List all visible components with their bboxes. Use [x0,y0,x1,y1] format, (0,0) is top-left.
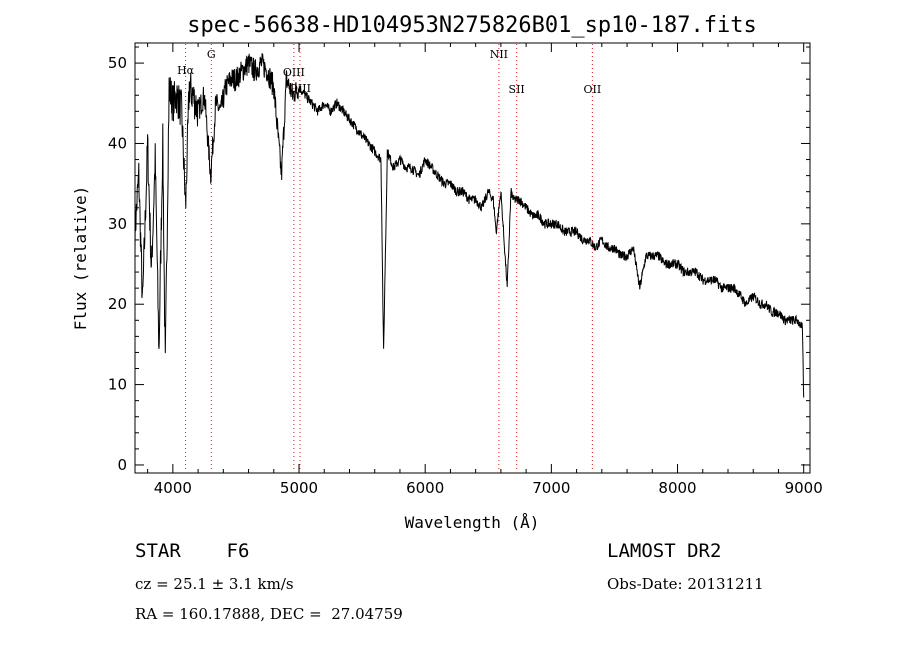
y-axis-label: Flux (relative) [71,186,90,331]
spectral-line-label: Hα [177,64,195,77]
chart-title: spec-56638-HD104953N275826B01_sp10-187.f… [187,13,757,38]
y-tick-label: 50 [108,54,127,72]
y-tick-label: 10 [108,376,127,394]
x-axis-label: Wavelength (Å) [405,513,540,532]
x-tick-label: 5000 [280,479,318,497]
survey-name: LAMOST DR2 [607,540,722,562]
y-tick-label: 40 [108,134,127,152]
observation-date: Obs-Date: 20131211 [607,575,764,593]
x-tick-label: 6000 [406,479,444,497]
y-tick-label: 30 [108,215,127,233]
spectrum-line [134,53,805,398]
axis-ticks: 4000 5000 6000 7000 8000 9000 0 10 20 30 40 50 [108,43,823,497]
spectral-line-label: OII [584,83,602,96]
coordinates: RA = 160.17888, DEC = 27.04759 [135,605,403,623]
y-tick-label: 0 [117,456,127,474]
x-tick-label: 9000 [785,479,823,497]
object-class: STAR F6 [135,540,250,562]
x-tick-label: 7000 [532,479,570,497]
redshift-velocity: cz = 25.1 ± 3.1 km/s [135,575,294,593]
spectral-line-label: SII [509,83,525,96]
plot-frame [134,42,811,474]
spectral-line-label: OIII [283,66,305,79]
spectral-line-label: G [207,48,216,61]
y-tick-label: 20 [108,295,127,313]
spectral-line-label: NII [490,48,508,61]
x-tick-label: 4000 [154,479,192,497]
x-tick-label: 8000 [658,479,696,497]
